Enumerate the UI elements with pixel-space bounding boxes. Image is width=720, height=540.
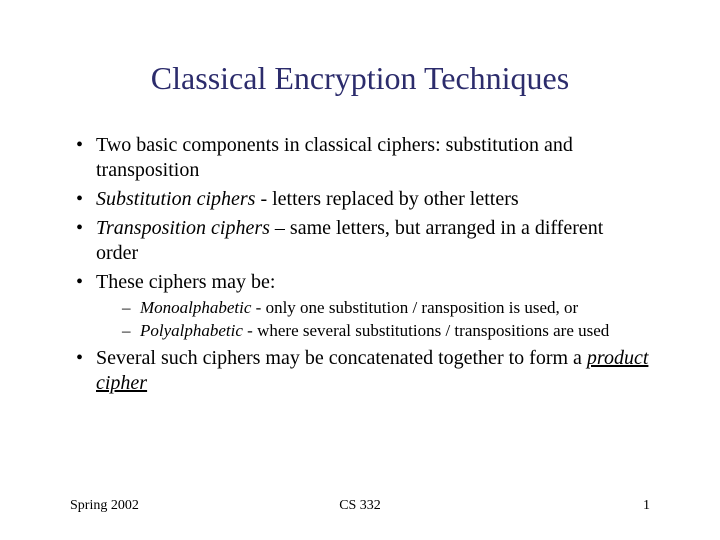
bullet-text: These ciphers may be: (96, 271, 275, 293)
bullet-italic: Substitution ciphers (96, 188, 255, 210)
bullet-list: Two basic components in classical cipher… (70, 133, 650, 396)
sub-bullet-item: Polyalphabetic - where several substitut… (96, 320, 650, 341)
sub-bullet-italic: Monoalphabetic (140, 298, 251, 317)
bullet-italic: Transposition ciphers (96, 217, 270, 239)
bullet-item: Substitution ciphers - letters replaced … (70, 187, 650, 212)
sub-bullet-text: - where several substitutions / transpos… (243, 321, 609, 340)
sub-bullet-italic: Polyalphabetic (140, 321, 243, 340)
bullet-text: - letters replaced by other letters (255, 188, 518, 210)
bullet-item: Several such ciphers may be concatenated… (70, 346, 650, 396)
footer-right: 1 (643, 498, 650, 514)
footer-center: CS 332 (339, 498, 381, 514)
bullet-text: Two basic components in classical cipher… (96, 134, 573, 181)
slide-footer: Spring 2002 CS 332 1 (70, 498, 650, 514)
bullet-item: These ciphers may be: Monoalphabetic - o… (70, 270, 650, 342)
sub-bullet-list: Monoalphabetic - only one substitution /… (96, 297, 650, 342)
footer-left: Spring 2002 (70, 498, 139, 514)
slide: Classical Encryption Techniques Two basi… (0, 0, 720, 540)
bullet-item: Two basic components in classical cipher… (70, 133, 650, 183)
bullet-text: Several such ciphers may be concatenated… (96, 347, 587, 369)
sub-bullet-item: Monoalphabetic - only one substitution /… (96, 297, 650, 318)
bullet-item: Transposition ciphers – same letters, bu… (70, 216, 650, 266)
sub-bullet-text: - only one substitution / ransposition i… (251, 298, 578, 317)
slide-title: Classical Encryption Techniques (70, 60, 650, 97)
